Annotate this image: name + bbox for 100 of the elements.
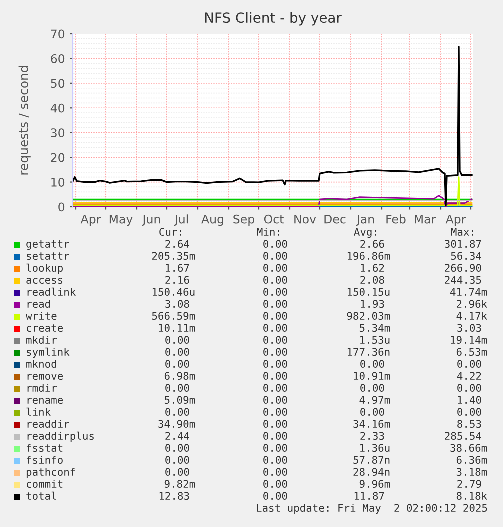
text: 10.11m — [159, 324, 196, 332]
text: Min: — [257, 228, 280, 236]
text: 0.00 — [166, 444, 190, 452]
x-tick-label: Jan — [356, 215, 374, 226]
legend-label: readdirplus — [28, 432, 94, 442]
x-tick-label: Aug — [202, 215, 224, 226]
text: 9.96m — [360, 480, 390, 488]
legend-label: mkdir — [26, 336, 57, 344]
text: 0.00 — [264, 312, 288, 320]
text: 0.00 — [458, 384, 482, 392]
text: 10.91m — [354, 372, 390, 380]
text: 150.46u — [152, 288, 195, 296]
text: 285.54 — [445, 432, 482, 440]
text: Avg: — [354, 228, 376, 238]
text: 0.00 — [264, 372, 288, 380]
y-tick-label: 20 — [51, 153, 65, 162]
x-tick-label: Feb — [386, 214, 406, 224]
text: 0.00 — [458, 360, 482, 368]
text: 2.33 — [360, 432, 384, 440]
text: 3.03 — [458, 324, 482, 332]
text: 0.00 — [264, 432, 288, 440]
x-tick-label: Jun — [142, 215, 160, 226]
legend-label: link — [26, 408, 51, 416]
text: 28.94n — [354, 468, 390, 476]
y-tick-label: 0 — [58, 202, 65, 212]
text: 1.67 — [166, 264, 190, 272]
text: 2.64 — [166, 240, 190, 248]
text: 0.00 — [166, 408, 190, 416]
text: 19.14m — [451, 336, 488, 344]
y-tick-label: 40 — [50, 104, 65, 113]
text: 0.00 — [264, 408, 288, 416]
legend-label: getattr — [26, 240, 70, 250]
text: 0.00 — [264, 456, 288, 464]
y-tick-label: 10 — [52, 178, 65, 187]
text: 266.90 — [445, 264, 482, 272]
legend-label: fsstat — [26, 444, 63, 452]
legend-label: create — [26, 324, 64, 332]
text: 0.00 — [458, 408, 482, 416]
text: 0.00 — [166, 360, 190, 368]
text: 244.35 — [445, 276, 482, 284]
text: 2.44 — [166, 432, 190, 440]
text: 0.00 — [166, 384, 190, 392]
text: 4.97m — [360, 396, 390, 404]
text: 4.22 — [457, 372, 482, 380]
legend-label: access — [26, 278, 63, 284]
text: 6.36m — [456, 456, 488, 464]
text: 8.53 — [458, 420, 482, 428]
text: 5.34m — [360, 324, 390, 332]
x-tick-label: Jul — [174, 214, 188, 226]
legend-label: rmdir — [28, 384, 57, 392]
text: 56.34 — [451, 252, 482, 260]
text: 0.00 — [264, 324, 288, 332]
text: 1.40 — [458, 396, 482, 404]
text: 1.93 — [361, 300, 384, 308]
text: 1.53u — [360, 336, 390, 344]
text: 41.74m — [450, 288, 488, 296]
text: 11.87 — [354, 492, 384, 500]
text: 0.00 — [264, 480, 288, 488]
text: 0.00 — [360, 408, 384, 416]
text: Cur: — [160, 228, 182, 236]
text: 0.00 — [264, 384, 288, 392]
text: 150.15u — [348, 288, 390, 296]
y-tick-label: 70 — [51, 30, 65, 39]
x-tick-label: Apr — [80, 215, 102, 226]
text: 3.08 — [166, 300, 190, 308]
text: 0.00 — [264, 240, 288, 248]
text: 12.83 — [160, 492, 190, 500]
text: 0.00 — [264, 336, 288, 344]
text: 0.00 — [166, 348, 190, 356]
text: 5.09m — [164, 396, 196, 404]
legend-label: lookup — [26, 264, 63, 274]
x-tick-label: Oct — [264, 214, 284, 224]
text: 4.17k — [456, 312, 488, 320]
text: 0.00 — [264, 276, 288, 284]
x-tick-label: Sep — [234, 214, 254, 226]
text: 0.00 — [166, 336, 190, 344]
text: 0.00 — [264, 288, 288, 296]
text: 0.00 — [264, 252, 288, 260]
text: 9.82m — [164, 480, 196, 488]
legend-label: pathconf — [26, 468, 76, 478]
text: 6.53m — [456, 348, 488, 356]
text: 2.79 — [458, 480, 482, 488]
text: 0.00 — [264, 300, 288, 308]
legend-label: total — [26, 492, 56, 500]
text: 2.08 — [360, 276, 384, 284]
text: 8.18k — [456, 492, 488, 500]
text: 0.00 — [264, 444, 288, 452]
legend-label: setattr — [27, 252, 70, 260]
text: 205.35m — [152, 252, 196, 260]
text: 0.00 — [264, 360, 288, 368]
text: 2.96k — [457, 300, 488, 308]
legend-label: rename — [28, 398, 64, 404]
text: 0.00 — [360, 384, 384, 392]
x-tick-label: Apr — [446, 215, 466, 226]
text: 2.16 — [166, 276, 190, 284]
legend-label: read — [28, 300, 50, 308]
text: 34.16m — [354, 420, 390, 428]
text: 0.00 — [264, 468, 288, 476]
text: 1.62 — [361, 264, 384, 272]
text: 0.00 — [166, 456, 190, 464]
